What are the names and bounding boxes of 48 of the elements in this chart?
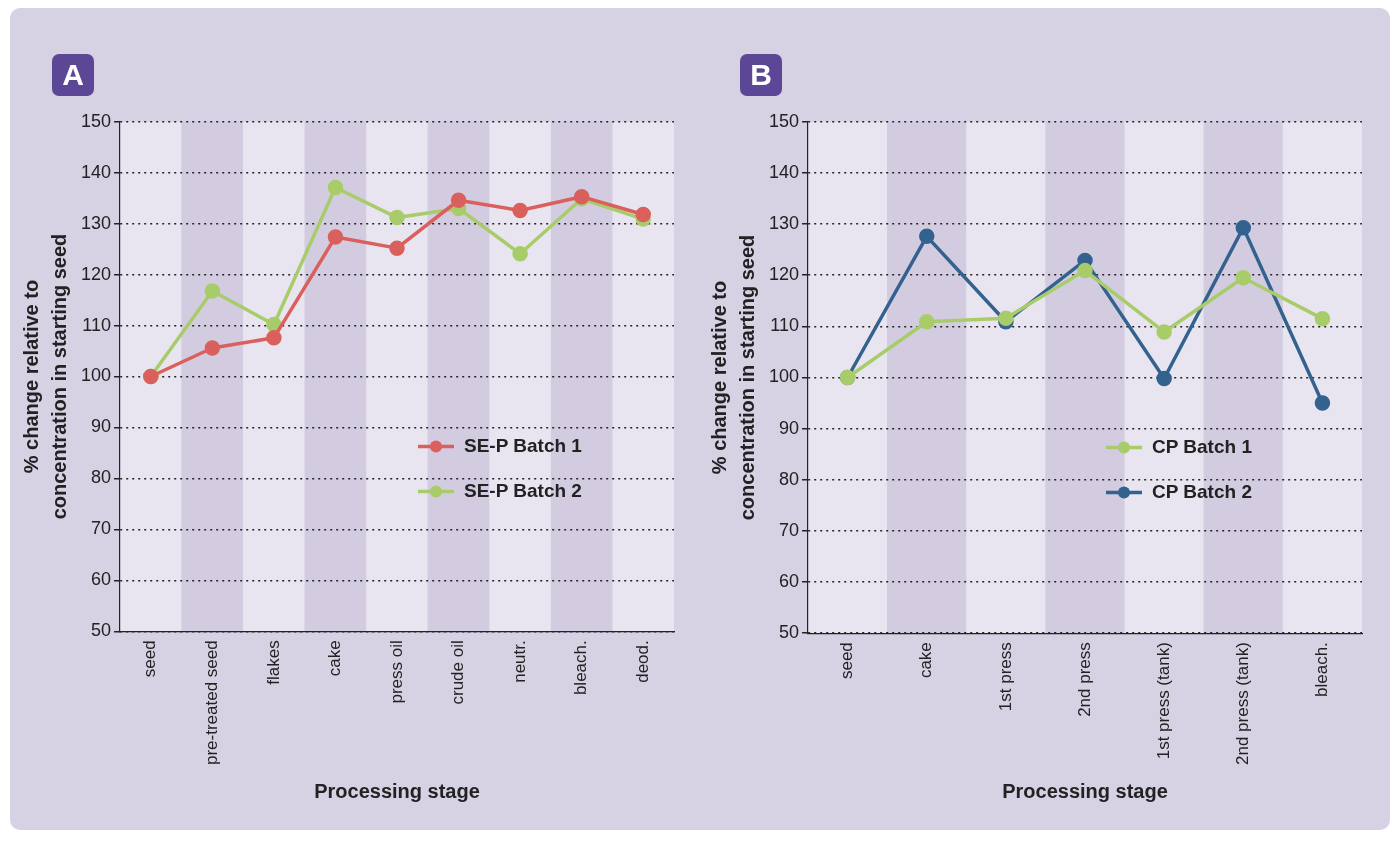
x-tick-label: neutr. <box>509 640 529 683</box>
y-tick-label: 90 <box>91 416 112 437</box>
y-tick-label: 110 <box>770 315 800 336</box>
y-tick-label: 70 <box>91 518 112 539</box>
legend-label: SE-P Batch 2 <box>464 479 582 501</box>
x-tick-label: seed <box>837 642 857 680</box>
x-tick-label: flakes <box>263 640 283 685</box>
y-tick-label: 60 <box>779 571 800 591</box>
y-tick-label: 50 <box>91 620 112 641</box>
y-tick-label: 100 <box>768 366 800 387</box>
y-axis-title: % change relative to concentration in starting seed <box>19 233 70 520</box>
x-tick-label: cake <box>325 640 345 677</box>
x-tick-label: crude oil <box>448 640 468 705</box>
y-tick-label: 110 <box>82 314 112 335</box>
y-tick-label: 140 <box>768 161 800 182</box>
y-tick-label: 50 <box>779 622 800 643</box>
x-tick-label: pre-treated seed <box>202 640 222 766</box>
x-axis-title: Processing stage <box>1002 779 1168 802</box>
chart-title: A <box>52 54 94 96</box>
x-tick-label: deod. <box>632 640 652 683</box>
y-tick-label: 140 <box>80 161 112 182</box>
x-tick-label: 1st press <box>995 642 1015 712</box>
legend-label: CP Batch 1 <box>1152 435 1253 457</box>
x-tick-label: 2nd press <box>1074 642 1094 717</box>
legend-label: CP Batch 2 <box>1152 480 1252 502</box>
y-tick-label: 80 <box>779 468 800 489</box>
y-axis-title: % change relative to concentration in starting seed <box>707 234 758 521</box>
x-axis-title: Processing stage <box>314 779 480 802</box>
y-tick-label: 60 <box>91 569 112 590</box>
y-tick-label: 80 <box>91 467 112 488</box>
x-tick-label: seed <box>140 640 160 678</box>
x-tick-label: 1st press (tank) <box>1153 642 1173 760</box>
y-tick-label: 120 <box>768 264 800 285</box>
y-tick-label: 150 <box>80 110 112 131</box>
legend-label: SE-P Batch 1 <box>464 434 583 456</box>
y-tick-label: 130 <box>768 213 800 234</box>
x-tick-label: press oil <box>386 640 406 704</box>
x-tick-label: bleach. <box>571 640 591 696</box>
y-tick-label: 150 <box>768 110 800 131</box>
chart-title: B <box>740 54 782 96</box>
x-tick-label: cake <box>916 642 936 679</box>
y-tick-label: 130 <box>80 212 112 233</box>
y-tick-label: 70 <box>779 519 800 540</box>
y-tick-label: 90 <box>779 417 800 438</box>
x-tick-label: 2nd press (tank) <box>1232 642 1252 766</box>
y-tick-label: 100 <box>80 365 112 386</box>
x-tick-label: bleach. <box>1312 642 1332 697</box>
y-tick-label: 120 <box>80 263 112 284</box>
